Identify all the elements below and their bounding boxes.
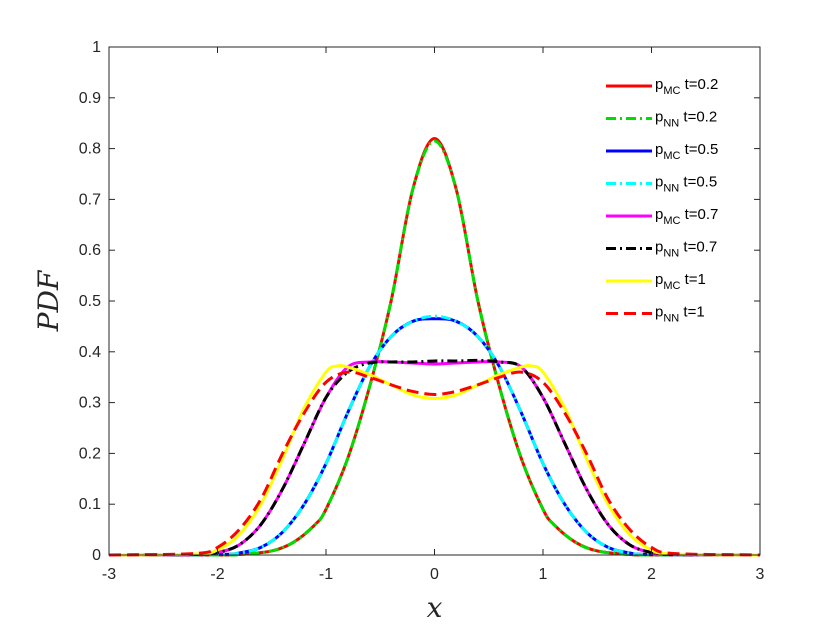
- legend-label: pMC t=0.7: [655, 206, 718, 227]
- y-tick-label: 0.1: [79, 496, 101, 513]
- y-tick-label: 0.4: [79, 344, 101, 361]
- legend-label: pNN t=0.2: [655, 109, 717, 130]
- legend-label: pMC t=0.2: [655, 76, 718, 97]
- x-axis-title: x: [427, 591, 443, 624]
- y-tick-label: 0.8: [79, 141, 101, 158]
- x-tick-label: 2: [647, 566, 656, 583]
- legend-label: pMC t=0.5: [655, 141, 718, 162]
- plot-area: [109, 47, 760, 555]
- y-tick-label: 0.9: [79, 90, 101, 107]
- series-layer: [108, 136, 761, 557]
- x-tick-label: -1: [319, 566, 333, 583]
- series-line-6: [108, 358, 761, 557]
- y-axis-title: PDF: [32, 269, 65, 332]
- y-tick-label: 0.2: [79, 445, 101, 462]
- y-tick-label: 0.6: [79, 242, 101, 259]
- series-line-8: [108, 370, 761, 557]
- tick-layer: -3 -2 -1 0 1 2 3 0 0.1 0.2 0.3 0.4 0.5 0.6 0.7 0.8 0.9 1: [79, 39, 765, 583]
- series-line-4: [108, 314, 761, 557]
- x-tick-label: -2: [210, 566, 224, 583]
- legend-label: pNN t=1: [655, 304, 705, 325]
- x-tick-label: 0: [430, 566, 439, 583]
- x-tick-label: -3: [102, 566, 116, 583]
- y-tick-label: 1: [92, 39, 101, 56]
- y-tick-label: 0.3: [79, 395, 101, 412]
- y-tick-label: 0: [92, 547, 101, 564]
- series-line-7: [108, 364, 761, 557]
- legend: pMC t=0.2 pNN t=0.2 pMC t=0.5 pNN t=0.5 pMC …: [606, 76, 718, 325]
- legend-label: pNN t=0.7: [655, 239, 717, 260]
- series-line-2: [108, 139, 761, 557]
- y-tick-label: 0.5: [79, 293, 101, 310]
- x-tick-label: 1: [539, 566, 548, 583]
- y-tick-label: 0.7: [79, 191, 101, 208]
- legend-label: pNN t=0.5: [655, 174, 717, 195]
- legend-label: pMC t=1: [655, 271, 706, 292]
- x-tick-label: 3: [756, 566, 765, 583]
